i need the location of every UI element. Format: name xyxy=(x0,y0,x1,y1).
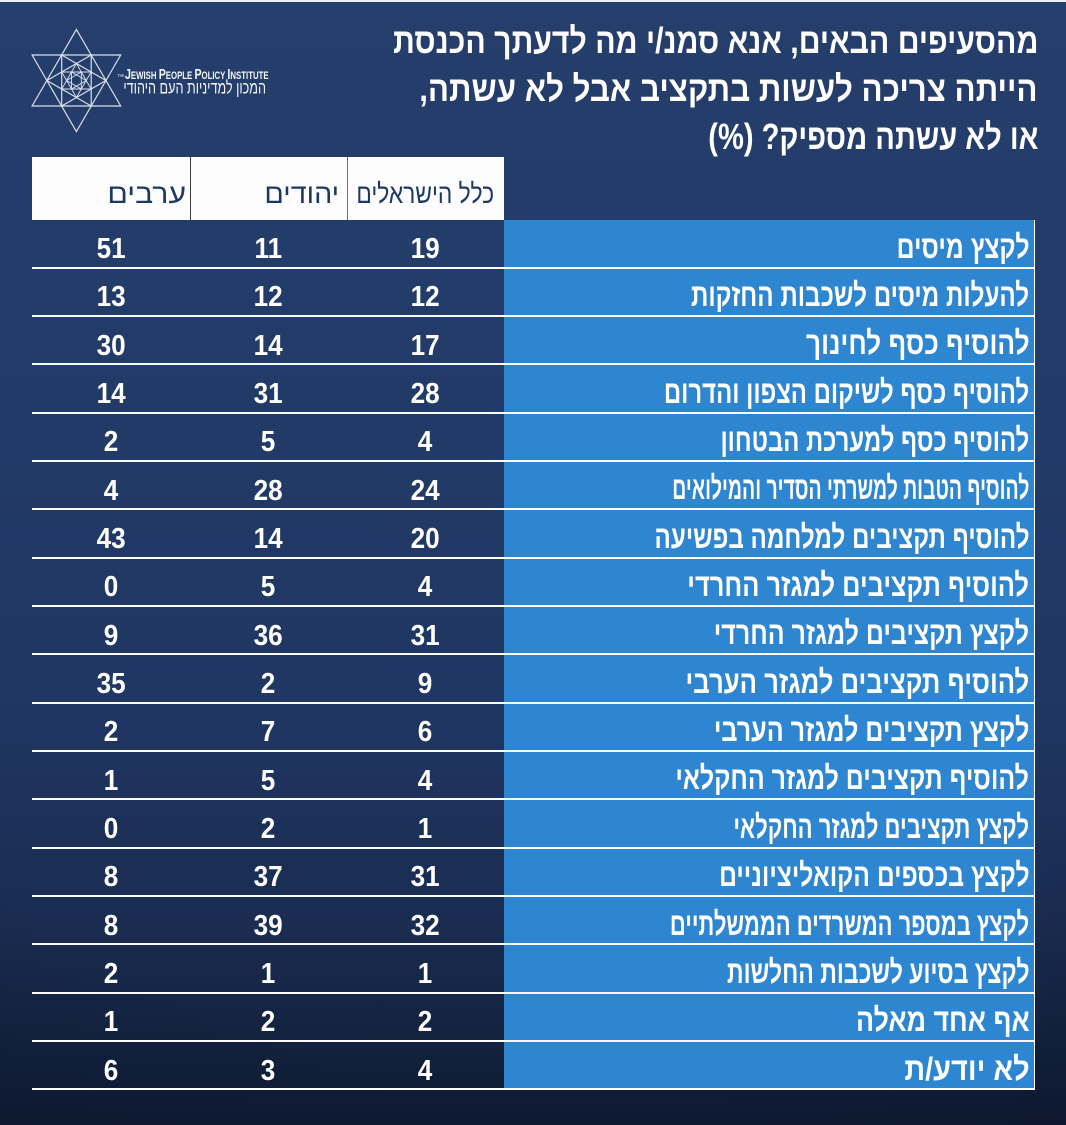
svg-text:המכון למדיניות העם היהודי: המכון למדיניות העם היהודי xyxy=(123,77,266,97)
svg-text:THE: THE xyxy=(118,73,125,78)
svg-text:JEWISH PEOPLE POLICY INSTITUTE: JEWISH PEOPLE POLICY INSTITUTE xyxy=(125,67,269,83)
